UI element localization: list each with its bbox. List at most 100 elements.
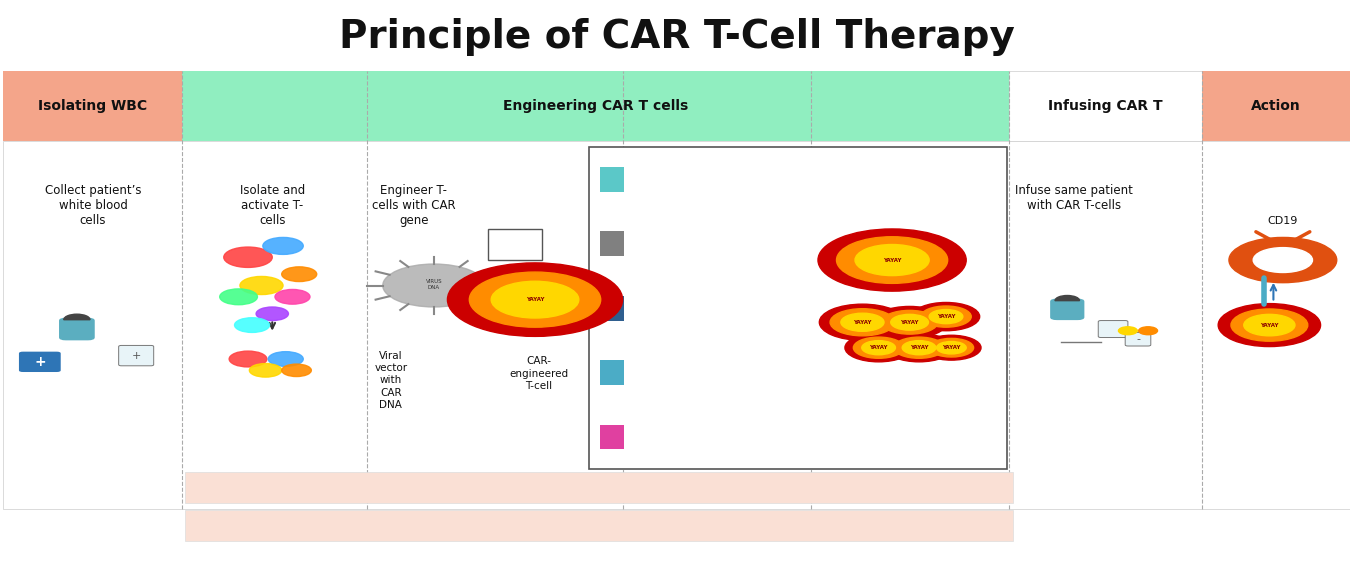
Wedge shape — [1055, 296, 1080, 301]
Text: CD19: CD19 — [1268, 216, 1298, 226]
Circle shape — [256, 307, 288, 320]
FancyBboxPatch shape — [1009, 71, 1201, 141]
FancyBboxPatch shape — [183, 71, 1009, 141]
Circle shape — [930, 339, 974, 357]
Circle shape — [275, 289, 310, 304]
Circle shape — [229, 351, 267, 367]
Circle shape — [234, 317, 269, 332]
Circle shape — [855, 244, 930, 276]
Text: YAYAY: YAYAY — [854, 320, 871, 325]
Circle shape — [820, 304, 905, 340]
Wedge shape — [64, 314, 91, 320]
FancyBboxPatch shape — [3, 71, 183, 141]
FancyBboxPatch shape — [599, 231, 624, 256]
Circle shape — [469, 272, 601, 327]
Circle shape — [831, 309, 894, 336]
FancyBboxPatch shape — [599, 296, 624, 320]
Text: Targeting element
(eg, CD19, BCMA,
CD20): Targeting element (eg, CD19, BCMA, CD20) — [632, 162, 727, 196]
Text: Principle of CAR T-Cell Therapy: Principle of CAR T-Cell Therapy — [338, 18, 1015, 56]
Circle shape — [239, 276, 283, 295]
Circle shape — [281, 267, 317, 282]
Text: YAYAY: YAYAY — [909, 345, 928, 350]
Circle shape — [249, 364, 281, 377]
Text: YAYAY: YAYAY — [1260, 323, 1279, 328]
Text: Isolating WBC: Isolating WBC — [38, 99, 147, 113]
Text: VIRUS
DNA: VIRUS DNA — [426, 279, 442, 289]
FancyBboxPatch shape — [184, 472, 1013, 503]
Text: Isolate and
activate T-
cells: Isolate and activate T- cells — [239, 184, 304, 227]
Circle shape — [936, 341, 966, 354]
Text: YAYAY: YAYAY — [884, 258, 901, 263]
Text: +: + — [131, 351, 141, 361]
Text: YAYAY: YAYAY — [526, 297, 544, 302]
Circle shape — [1139, 327, 1158, 335]
FancyBboxPatch shape — [1126, 332, 1151, 346]
Text: YAYAY: YAYAY — [870, 345, 888, 350]
Circle shape — [1253, 248, 1312, 272]
Text: Engineer T-
cells with CAR
gene: Engineer T- cells with CAR gene — [372, 184, 456, 227]
Text: Costimulatory
domain (eg,
CD28 or 4-1BB): Costimulatory domain (eg, CD28 or 4-1BB) — [632, 355, 713, 390]
Text: CAR-
engineered
T-cell: CAR- engineered T-cell — [510, 356, 568, 391]
Circle shape — [902, 341, 936, 355]
Circle shape — [262, 238, 303, 255]
FancyBboxPatch shape — [60, 317, 95, 340]
Circle shape — [854, 337, 904, 358]
Circle shape — [836, 237, 947, 283]
Circle shape — [862, 341, 896, 355]
Text: Infuse same patient
with CAR T-cells: Infuse same patient with CAR T-cells — [1015, 184, 1132, 212]
FancyBboxPatch shape — [1050, 299, 1084, 320]
Text: -: - — [1137, 334, 1141, 344]
FancyBboxPatch shape — [1099, 320, 1128, 337]
Circle shape — [930, 309, 963, 324]
Circle shape — [885, 333, 953, 362]
Text: Transmembrane
domain: Transmembrane domain — [632, 297, 717, 319]
Text: YAYAY: YAYAY — [942, 345, 961, 350]
Circle shape — [448, 263, 622, 336]
Text: Median manufacturing time: 17-28 days: Median manufacturing time: 17-28 days — [474, 481, 725, 494]
FancyBboxPatch shape — [599, 425, 624, 449]
Circle shape — [223, 247, 272, 267]
Text: +: + — [34, 355, 46, 369]
Circle shape — [881, 311, 938, 334]
Circle shape — [65, 315, 89, 325]
Text: YAYAY: YAYAY — [900, 320, 919, 325]
Text: Action: Action — [1252, 99, 1302, 113]
FancyBboxPatch shape — [3, 141, 1350, 509]
Circle shape — [890, 315, 928, 330]
FancyBboxPatch shape — [599, 360, 624, 385]
Circle shape — [912, 303, 980, 331]
Circle shape — [871, 307, 947, 338]
Circle shape — [1229, 238, 1337, 283]
FancyBboxPatch shape — [184, 510, 1013, 541]
Text: Expand
CAR T-cells: Expand CAR T-cells — [877, 184, 942, 212]
FancyBboxPatch shape — [1201, 71, 1350, 141]
Circle shape — [894, 337, 944, 358]
Circle shape — [219, 289, 257, 305]
Circle shape — [268, 352, 303, 367]
FancyBboxPatch shape — [19, 352, 61, 372]
Circle shape — [281, 364, 311, 376]
Text: Collect patient’s
white blood
cells: Collect patient’s white blood cells — [45, 184, 141, 227]
Circle shape — [844, 333, 912, 362]
FancyBboxPatch shape — [589, 147, 1007, 469]
Text: CD3ζ (essential
signaling domain): CD3ζ (essential signaling domain) — [632, 426, 725, 448]
FancyBboxPatch shape — [599, 167, 624, 192]
Text: Spacer: Spacer — [632, 239, 668, 248]
FancyBboxPatch shape — [119, 345, 154, 366]
Circle shape — [1055, 297, 1078, 306]
Circle shape — [1218, 304, 1321, 347]
Circle shape — [383, 264, 486, 307]
Circle shape — [840, 313, 884, 331]
FancyBboxPatch shape — [488, 229, 541, 260]
Text: Patients undergo lymphodepletion therapy: Patients undergo lymphodepletion therapy — [465, 519, 733, 532]
Circle shape — [1231, 309, 1308, 341]
Text: Viral
vector
with
CAR
DNA: Viral vector with CAR DNA — [375, 351, 407, 410]
Circle shape — [1243, 315, 1295, 336]
Text: Infusing CAR T: Infusing CAR T — [1047, 99, 1162, 113]
Circle shape — [1119, 327, 1138, 335]
Text: Engineering CAR T cells: Engineering CAR T cells — [503, 99, 689, 113]
Circle shape — [491, 282, 579, 318]
Text: YAYAY: YAYAY — [936, 314, 955, 319]
Circle shape — [819, 229, 966, 291]
Circle shape — [921, 306, 971, 327]
